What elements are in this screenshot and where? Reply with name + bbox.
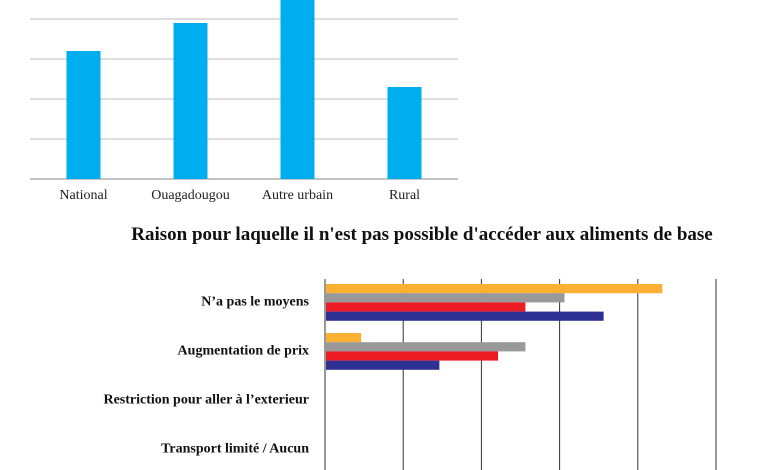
bar-n-a-pas-le-moyens-s3 — [326, 302, 526, 312]
bar-ouagadougou — [173, 23, 208, 179]
bar-autre-urbain — [280, 0, 315, 179]
bar-augmentation-de-prix-s4 — [326, 360, 440, 370]
bar-augmentation-de-prix-s2 — [326, 342, 526, 352]
bar-augmentation-de-prix-s1 — [326, 333, 362, 343]
bar-augmentation-de-prix-s3 — [326, 351, 499, 361]
bar-rural — [387, 87, 422, 179]
y-tick-label: Transport limité / Aucun — [161, 441, 309, 456]
y-tick-label: Augmentation de prix — [178, 343, 309, 358]
x-tick-label: Autre urbain — [262, 188, 333, 203]
vertical-bar-chart: National Ouagadougou Autre urbain Rural — [30, 0, 458, 203]
bar-national — [66, 51, 101, 179]
bar-n-a-pas-le-moyens-s2 — [326, 293, 565, 303]
chart-title: Raison pour laquelle il n'est pas possib… — [131, 224, 713, 245]
x-tick-label: Ouagadougou — [151, 188, 230, 203]
x-tick-label: Rural — [389, 188, 420, 203]
y-tick-label: N’a pas le moyens — [201, 294, 309, 309]
y-tick-label: Restriction pour aller à l’exterieur — [103, 392, 309, 407]
x-tick-label: National — [59, 188, 107, 203]
bar-n-a-pas-le-moyens-s4 — [326, 311, 604, 321]
bar-n-a-pas-le-moyens-s1 — [326, 284, 663, 294]
